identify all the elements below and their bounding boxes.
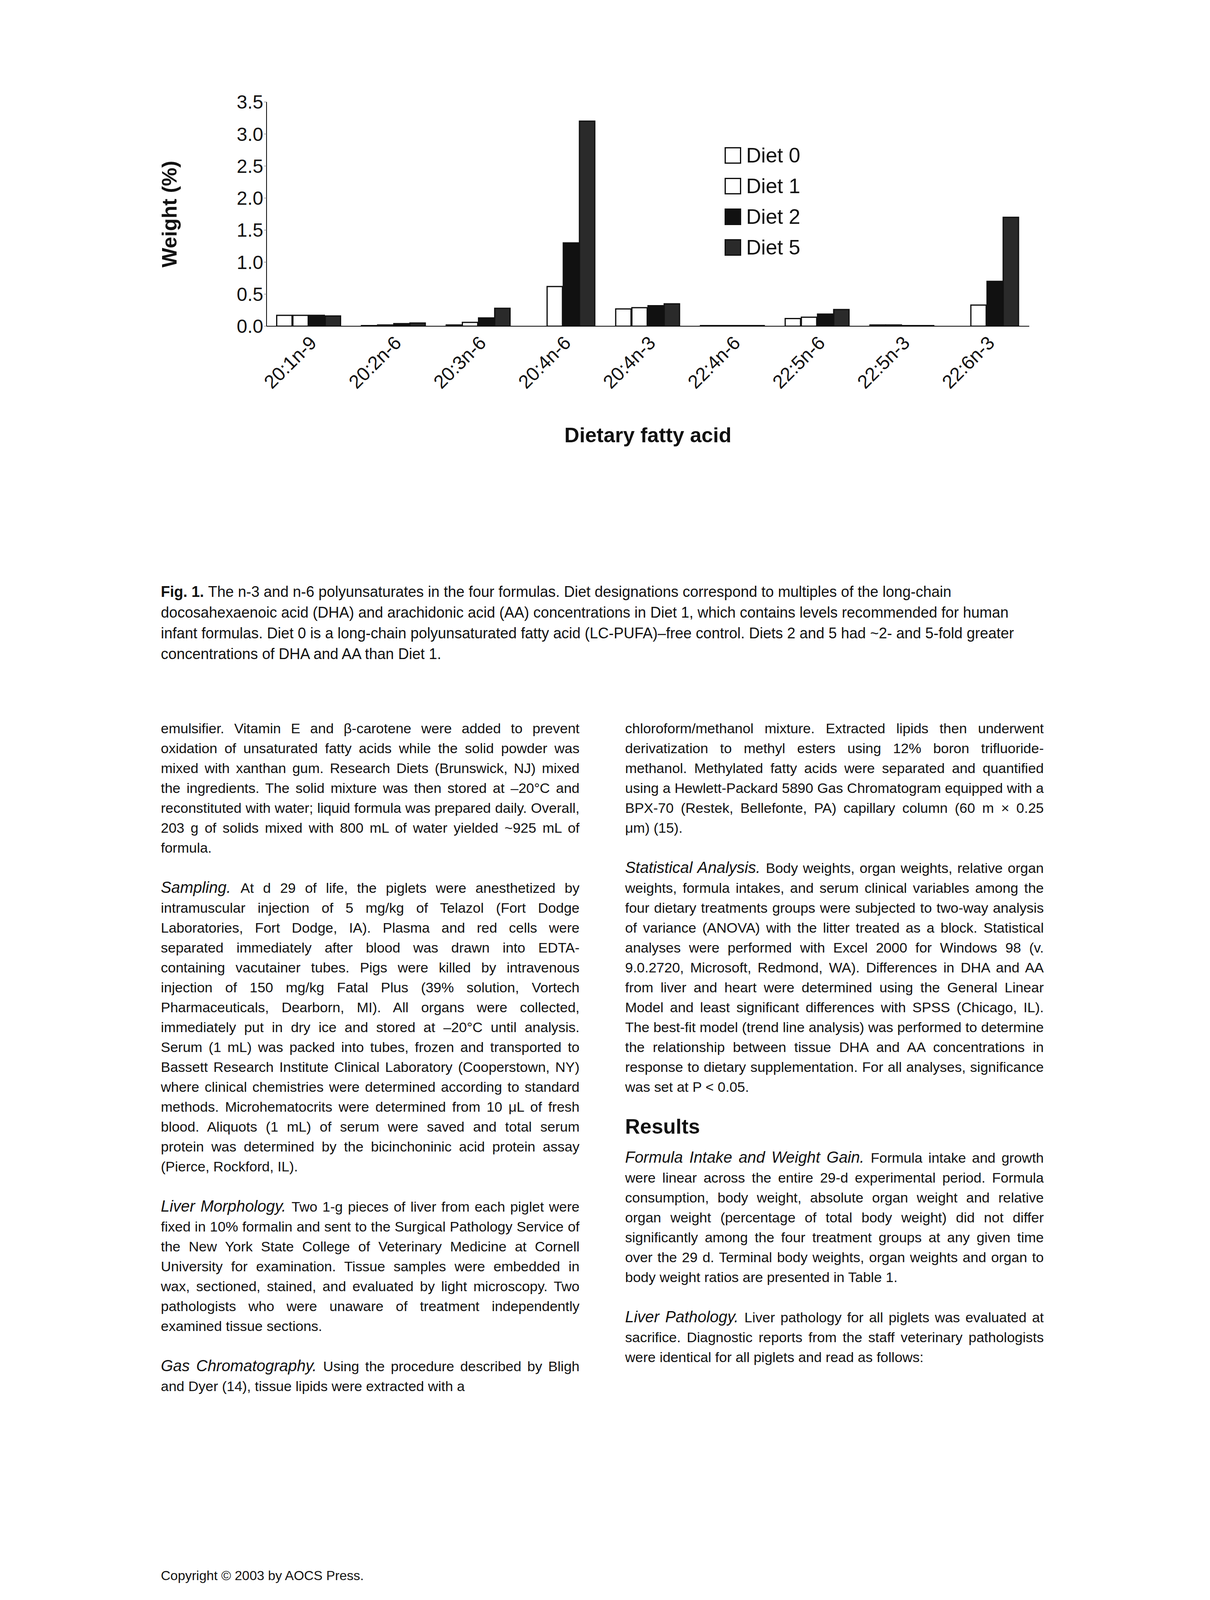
html-text:Gas Chromatography. Using the: Gas Chromatography. Using the procedure … (160, 1357, 580, 1395)
html-text:Diet 1: Diet 1 (746, 174, 801, 198)
svg-text:3.0: 3.0 (236, 123, 264, 146)
svg-text:20:2n-6: 20:2n-6 (344, 332, 406, 393)
svg-text:22:5n-3: 22:5n-3 (853, 332, 915, 393)
svg-text:3.5: 3.5 (236, 91, 264, 113)
html-text:Fig. 1. The n-3 and n-6 polyun: Fig. 1. The n-3 and n-6 polyunsaturates … (160, 583, 1014, 663)
html-text:chloroform/methanol mixture. E: chloroform/methanol mixture. Extracted l… (625, 720, 1044, 836)
html-text:Formula Intake and Weight Gain: Formula Intake and Weight Gain. Formula … (625, 1148, 1044, 1286)
html-text:At d 29 of life, the piglets w: At d 29 of life, the piglets were anesth… (160, 880, 580, 1175)
html-text:Liver Morphology. Two 1-g piec: Liver Morphology. Two 1-g pieces of live… (160, 1197, 580, 1334)
svg-text:2.0: 2.0 (236, 187, 264, 209)
svg-text:22:5n-6: 22:5n-6 (768, 332, 830, 393)
html-text:Diet 2: Diet 2 (746, 205, 801, 229)
svg-text:20:4n-3: 20:4n-3 (598, 332, 660, 393)
html-text:Liver Pathology. Liver patholo: Liver Pathology. Liver pathology for all… (625, 1308, 1044, 1366)
svg-text:Weight (%): Weight (%) (160, 160, 182, 268)
html-text:Diet 5: Diet 5 (746, 235, 801, 260)
svg-text:22:4n-6: 22:4n-6 (683, 332, 745, 393)
svg-text:2.5: 2.5 (236, 155, 264, 178)
svg-text:Dietary fatty acid: Dietary fatty acid (564, 423, 732, 447)
html-text:Results: Results (625, 1115, 700, 1139)
svg-text:1.5: 1.5 (236, 219, 264, 241)
svg-text:20:1n-9: 20:1n-9 (259, 332, 321, 393)
html-text:emulsifier. Vitamin E and β-ca: emulsifier. Vitamin E and β-carotene wer… (160, 720, 580, 856)
svg-text:20:4n-6: 20:4n-6 (514, 332, 575, 393)
svg-text:1.0: 1.0 (236, 251, 264, 274)
html-text:Statistical Analysis. Body wei: Statistical Analysis. Body weights, orga… (625, 858, 1044, 1095)
html-text:Copyright © 2003 by AOCS Press: Copyright © 2003 by AOCS Press. (160, 1568, 364, 1584)
svg-text:22:6n-3: 22:6n-3 (937, 332, 999, 393)
html-text:Diet 0: Diet 0 (746, 143, 801, 168)
svg-text:0.0: 0.0 (236, 315, 264, 338)
svg-text:20:3n-6: 20:3n-6 (429, 332, 490, 393)
svg-text:0.5: 0.5 (236, 283, 264, 306)
html-text:Sampling.: Sampling. (160, 878, 231, 897)
